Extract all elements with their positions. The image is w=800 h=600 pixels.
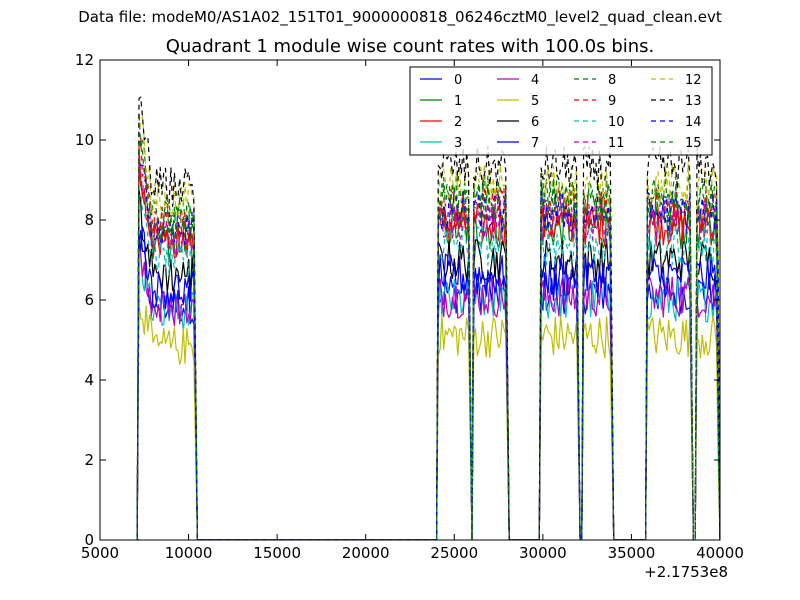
y-tick-label: 4: [84, 371, 94, 389]
legend-entry-8: 8: [574, 73, 616, 88]
legend-entry-3: 3: [420, 136, 462, 151]
series-line-15: [136, 138, 720, 540]
y-tick-label: 2: [84, 451, 94, 469]
legend-entry-7: 7: [497, 136, 539, 151]
series-line-4: [136, 232, 720, 540]
legend-label: 9: [608, 94, 616, 109]
legend-entry-4: 4: [497, 73, 539, 88]
series-line-8: [136, 112, 720, 540]
y-tick-label: 8: [84, 211, 94, 229]
legend-label: 7: [531, 136, 539, 151]
chart-title: Quadrant 1 module wise count rates with …: [165, 36, 655, 57]
legend-label: 3: [454, 136, 462, 151]
legend-entry-9: 9: [574, 94, 616, 109]
legend-label: 12: [685, 73, 702, 88]
series-line-11: [136, 149, 720, 540]
series-line-6: [136, 189, 720, 540]
x-tick-label: 5000: [81, 544, 119, 562]
series-line-3: [136, 239, 720, 540]
legend-label: 5: [531, 94, 539, 109]
series-line-7: [136, 226, 720, 540]
series-line-1: [136, 161, 720, 540]
series-line-0: [136, 230, 720, 540]
legend-entry-5: 5: [497, 94, 539, 109]
legend-entry-12: 12: [651, 73, 702, 88]
legend-label: 2: [454, 115, 462, 130]
series-line-10: [136, 193, 720, 540]
axes-layer: 5000 10000 15000 20000 25000 30000 35000 40000 0…: [75, 51, 744, 562]
x-tick-label: 40000: [696, 544, 744, 562]
legend-label: 1: [454, 94, 462, 109]
legend-label: 11: [608, 136, 625, 151]
x-tick-label: 20000: [342, 544, 390, 562]
legend-label: 10: [608, 115, 625, 130]
legend-entry-15: 15: [651, 136, 702, 151]
y-tick-label: 0: [84, 531, 94, 549]
x-tick-label: 30000: [519, 544, 567, 562]
series-line-2: [136, 145, 720, 540]
x-tick-label: 10000: [165, 544, 213, 562]
legend-entry-10: 10: [574, 115, 625, 130]
series-line-13: [136, 96, 720, 540]
legend-box: [409, 66, 713, 156]
legend-label: 4: [531, 73, 539, 88]
legend-label: 13: [685, 94, 702, 109]
series-line-14: [136, 158, 720, 540]
series-line-12: [136, 116, 720, 540]
x-tick-label: 15000: [253, 544, 301, 562]
legend-entry-2: 2: [420, 115, 462, 130]
legend-entry-0: 0: [420, 73, 462, 88]
x-tick-label: 25000: [430, 544, 478, 562]
legend-entry-6: 6: [497, 115, 539, 130]
legend-label: 15: [685, 136, 702, 151]
legend-entry-13: 13: [651, 94, 702, 109]
y-tick-label: 12: [75, 51, 94, 69]
x-tick-label: 35000: [608, 544, 656, 562]
legend-entry-11: 11: [574, 136, 625, 151]
y-tick-label: 10: [75, 131, 94, 149]
legend-label: 8: [608, 73, 616, 88]
legend-entry-14: 14: [651, 115, 702, 130]
legend-label: 14: [685, 115, 702, 130]
series-line-5: [136, 303, 720, 540]
legend-label: 0: [454, 73, 462, 88]
x-axis-offset-label: +2.1753e8: [644, 563, 728, 581]
y-tick-label: 6: [84, 291, 94, 309]
legend-entry-1: 1: [420, 94, 462, 109]
legend-label: 6: [531, 115, 539, 130]
figure-suptitle: Data file: modeM0/AS1A02_151T01_90000008…: [78, 8, 722, 26]
series-line-9: [136, 136, 720, 540]
series-layer: [136, 96, 720, 540]
